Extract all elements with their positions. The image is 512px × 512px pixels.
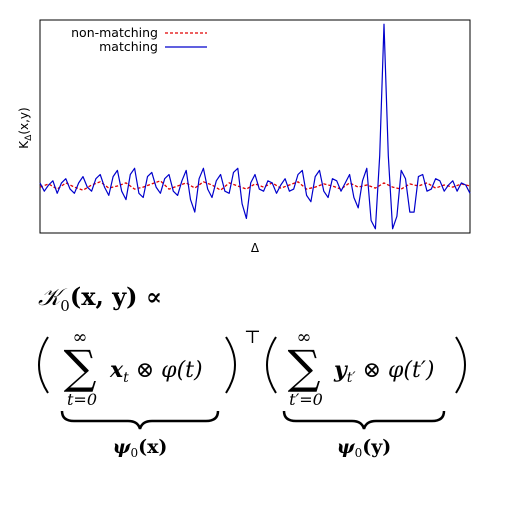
sum1-rest: ⊗ φ(t) — [129, 358, 203, 383]
sum2-lower-limit: t′=0 — [289, 390, 323, 409]
brace2-arg: (y) — [362, 436, 391, 458]
kernel-equation: 𝒦0(x, y) ∝ ∞ ∑ t=0 xt ⊗ φ(t) ⊤ ∞ ∑ t′=0 … — [38, 282, 466, 460]
paren-right-2 — [455, 336, 466, 394]
sum1-var-sub: t — [123, 370, 129, 386]
transpose-symbol: ⊤ — [244, 327, 261, 348]
y-axis-label-main: K — [17, 140, 31, 149]
sum1-symbol: ∑ — [64, 340, 97, 394]
sum1-lower-limit: t=0 — [67, 390, 97, 409]
kernel-subscript: 0 — [60, 297, 70, 315]
sum1-upper-limit: ∞ — [73, 327, 88, 348]
series-line-non-matching — [39, 180, 471, 191]
legend: non-matching matching — [71, 25, 207, 54]
sum1-body: xt ⊗ φ(t) — [109, 357, 203, 386]
series-line-matching — [39, 23, 471, 230]
sum2-symbol: ∑ — [288, 340, 321, 394]
sum2-var: y — [333, 357, 349, 383]
brace2-psi: ψ — [337, 436, 356, 458]
brace1-label: ψ0(x) — [113, 436, 168, 460]
y-axis-label-sub: Δ — [24, 134, 34, 141]
sum2-upper-limit: ∞ — [297, 327, 312, 348]
plot-frame — [39, 19, 471, 234]
legend-label-matching: matching — [99, 39, 158, 54]
kernel-arguments: (x, y) ∝ — [70, 282, 162, 311]
legend-label-non-matching: non-matching — [71, 25, 158, 40]
underbrace-2 — [282, 410, 446, 430]
brace1-psi: ψ — [113, 436, 132, 458]
brace1-arg: (x) — [138, 436, 167, 458]
sum2-body: yt′ ⊗ φ(t′) — [333, 357, 434, 386]
kernel-chart: non-matching matching Δ KΔ(x,y) — [17, 19, 471, 255]
brace2-sub: 0 — [355, 446, 363, 460]
underbrace-1 — [60, 410, 220, 430]
sum2-rest: ⊗ φ(t′) — [356, 358, 435, 383]
equation-line1: 𝒦0(x, y) ∝ — [38, 282, 162, 315]
paren-right-1 — [225, 336, 236, 394]
sum2-var-sub: t′ — [347, 370, 357, 386]
y-axis-label-rest: (x,y) — [17, 107, 31, 134]
series-layer — [39, 23, 471, 230]
brace1-sub: 0 — [130, 446, 138, 460]
x-axis-label: Δ — [251, 241, 260, 255]
brace2-label: ψ0(y) — [337, 436, 392, 460]
sum1-var: x — [109, 357, 124, 383]
y-axis-label: KΔ(x,y) — [17, 107, 34, 148]
paren-left-2 — [266, 336, 277, 394]
paren-left-1 — [38, 336, 49, 394]
